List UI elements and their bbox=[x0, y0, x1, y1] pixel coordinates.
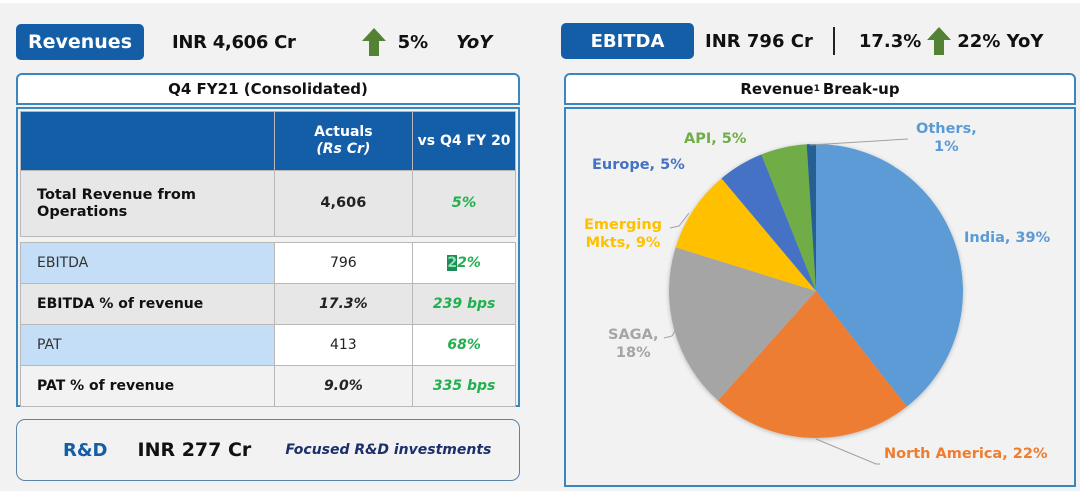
pie-label-saga: SAGA, 18% bbox=[608, 326, 659, 362]
pie-label-others: Others, 1% bbox=[916, 120, 977, 156]
table-row: EBITDA % of revenue 17.3% 239 bps bbox=[20, 283, 516, 325]
pie-label-others-value: 1% bbox=[934, 139, 959, 156]
pie-label-others-name: Others, bbox=[916, 121, 977, 137]
header-blank bbox=[20, 111, 275, 171]
row-actual: 413 bbox=[273, 324, 414, 366]
row-change: 22% bbox=[412, 242, 516, 284]
leader-line-emerging bbox=[669, 212, 690, 229]
table-header-row: Actuals (Rs Cr) vs Q4 FY 20 bbox=[20, 111, 516, 171]
revenues-badge: Revenues bbox=[16, 24, 144, 60]
pie-slice-saga bbox=[669, 247, 816, 401]
row-label: EBITDA bbox=[20, 242, 275, 284]
pie-slice-india bbox=[816, 144, 963, 407]
up-arrow-icon bbox=[927, 27, 952, 55]
header-actuals-unit: (Rs Cr) bbox=[316, 141, 371, 157]
table-row: EBITDA 796 22% bbox=[20, 242, 516, 284]
row-actual: 4,606 bbox=[273, 170, 414, 237]
ebitda-kpi: EBITDA INR 796 Cr 17.3% 22% YoY bbox=[561, 23, 1043, 59]
title-rest: Break-up bbox=[822, 80, 900, 98]
leader-line-others bbox=[809, 138, 909, 146]
revenue-breakup-title: Revenue 1 Break-up bbox=[564, 73, 1076, 105]
ebitda-margin: 17.3% bbox=[858, 30, 922, 52]
header-actuals-label: Actuals bbox=[314, 124, 373, 141]
table-row: Total Revenue from Operations 4,606 5% bbox=[20, 170, 516, 237]
title-main: Revenue bbox=[740, 80, 814, 98]
revenues-kpi: Revenues INR 4,606 Cr 5% YoY bbox=[16, 24, 492, 60]
leader-line-north-america bbox=[815, 438, 880, 465]
table-row: PAT % of revenue 9.0% 335 bps bbox=[20, 365, 516, 407]
financials-panel-title: Q4 FY21 (Consolidated) bbox=[16, 73, 520, 105]
pie-label-api: API, 5% bbox=[684, 131, 747, 147]
ebitda-growth: 22% YoY bbox=[957, 30, 1044, 52]
pie-label-india: India, 39% bbox=[964, 230, 1051, 246]
row-label: Total Revenue from Operations bbox=[20, 170, 275, 237]
rd-label: R&D bbox=[63, 439, 108, 461]
header-actuals: Actuals (Rs Cr) bbox=[273, 111, 414, 171]
pie-slices bbox=[669, 144, 963, 438]
leader-line-saga bbox=[663, 330, 676, 339]
pie-label-saga-name: SAGA, bbox=[608, 327, 659, 343]
row-label: EBITDA % of revenue bbox=[20, 283, 275, 325]
leader-lines bbox=[663, 138, 909, 465]
revenues-period: YoY bbox=[456, 31, 493, 53]
pie-label-emerging-name: Emerging bbox=[584, 217, 663, 233]
pie-label-europe: Europe, 5% bbox=[592, 157, 685, 173]
rd-description: Focused R&D investments bbox=[285, 442, 492, 458]
row-change: 5% bbox=[412, 170, 516, 237]
pie-label-saga-value: 18% bbox=[615, 345, 651, 362]
selected-char: 2 bbox=[447, 255, 458, 271]
pie-slice-api bbox=[761, 144, 816, 291]
rd-value: INR 277 Cr bbox=[137, 439, 252, 461]
row-change: 239 bps bbox=[412, 283, 516, 325]
row-actual: 17.3% bbox=[273, 283, 414, 325]
pie-label-emerging: Emerging Mkts, 9% bbox=[584, 216, 662, 252]
row-change: 68% bbox=[412, 324, 516, 366]
financials-table: Actuals (Rs Cr) vs Q4 FY 20 Total Revenu… bbox=[20, 111, 516, 407]
revenues-value: INR 4,606 Cr bbox=[172, 31, 296, 53]
row-label: PAT % of revenue bbox=[20, 365, 275, 407]
header-vs-prior: vs Q4 FY 20 bbox=[412, 111, 516, 171]
divider bbox=[832, 27, 835, 55]
pie-label-north-america: North America, 22% bbox=[884, 446, 1048, 462]
row-actual: 796 bbox=[273, 242, 414, 284]
row-actual: 9.0% bbox=[273, 365, 414, 407]
footnote-marker: 1 bbox=[813, 84, 820, 94]
top-strip bbox=[0, 0, 1080, 3]
pie-label-emerging-value: Mkts, 9% bbox=[585, 235, 661, 252]
row-change: 335 bps bbox=[412, 365, 516, 407]
ebitda-value: INR 796 Cr bbox=[705, 30, 813, 52]
rd-box: R&D INR 277 Cr Focused R&D investments bbox=[16, 419, 520, 481]
row-change-rest: 2% bbox=[457, 255, 481, 271]
pie-slice-north-america bbox=[717, 291, 907, 438]
financials-panel: Actuals (Rs Cr) vs Q4 FY 20 Total Revenu… bbox=[16, 107, 520, 407]
revenues-growth: 5% bbox=[397, 31, 429, 53]
up-arrow-icon bbox=[361, 28, 386, 56]
pie-slice-others bbox=[806, 144, 816, 291]
ebitda-badge: EBITDA bbox=[561, 23, 694, 59]
pie-slice-europe bbox=[721, 154, 816, 291]
pie-slice-emerging-mkts bbox=[675, 178, 816, 291]
